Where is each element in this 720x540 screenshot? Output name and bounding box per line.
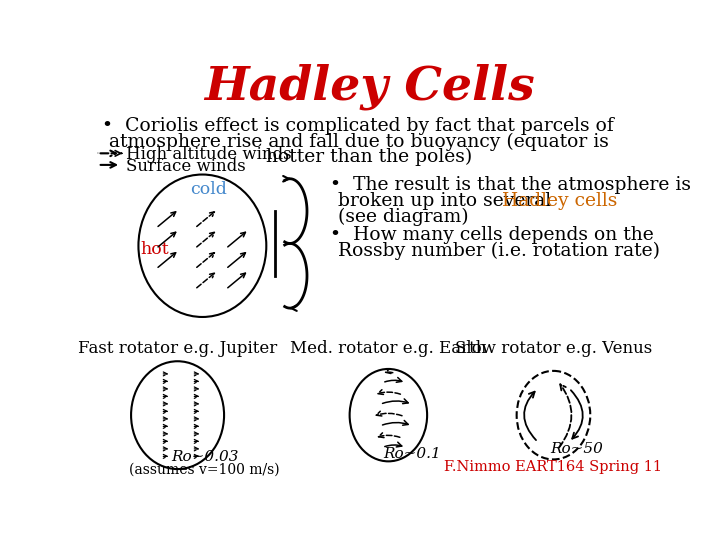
Text: Slow rotator e.g. Venus: Slow rotator e.g. Venus: [455, 340, 652, 357]
Text: •  The result is that the atmosphere is: • The result is that the atmosphere is: [330, 177, 691, 194]
Text: cold: cold: [190, 181, 227, 198]
Text: •  How many cells depends on the: • How many cells depends on the: [330, 226, 654, 245]
Text: Ro~0.1: Ro~0.1: [383, 448, 441, 462]
Text: •  Coriolis effect is complicated by fact that parcels of: • Coriolis effect is complicated by fact…: [102, 117, 613, 135]
Text: High altitude winds: High altitude winds: [126, 146, 292, 164]
Text: (assumes v=100 m/s): (assumes v=100 m/s): [130, 463, 280, 477]
Text: Med. rotator e.g. Earth: Med. rotator e.g. Earth: [290, 340, 487, 357]
Text: Hadley Cells: Hadley Cells: [204, 63, 534, 110]
Text: atmosphere rise and fall due to buoyancy (equator is: atmosphere rise and fall due to buoyancy…: [109, 132, 609, 151]
Text: Rossby number (i.e. rotation rate): Rossby number (i.e. rotation rate): [338, 242, 660, 260]
Text: Ro~50: Ro~50: [550, 442, 603, 456]
Text: hotter than the poles): hotter than the poles): [266, 148, 472, 166]
Text: (see diagram): (see diagram): [338, 207, 469, 226]
Text: Surface winds: Surface winds: [126, 158, 246, 175]
Text: Hadley cells: Hadley cells: [502, 192, 617, 210]
Text: broken up into several: broken up into several: [338, 192, 557, 210]
Text: Ro~0.03: Ro~0.03: [171, 450, 238, 464]
Text: Fast rotator e.g. Jupiter: Fast rotator e.g. Jupiter: [78, 340, 277, 357]
Text: F.Nimmo EART164 Spring 11: F.Nimmo EART164 Spring 11: [444, 461, 662, 475]
Text: hot: hot: [140, 241, 168, 258]
